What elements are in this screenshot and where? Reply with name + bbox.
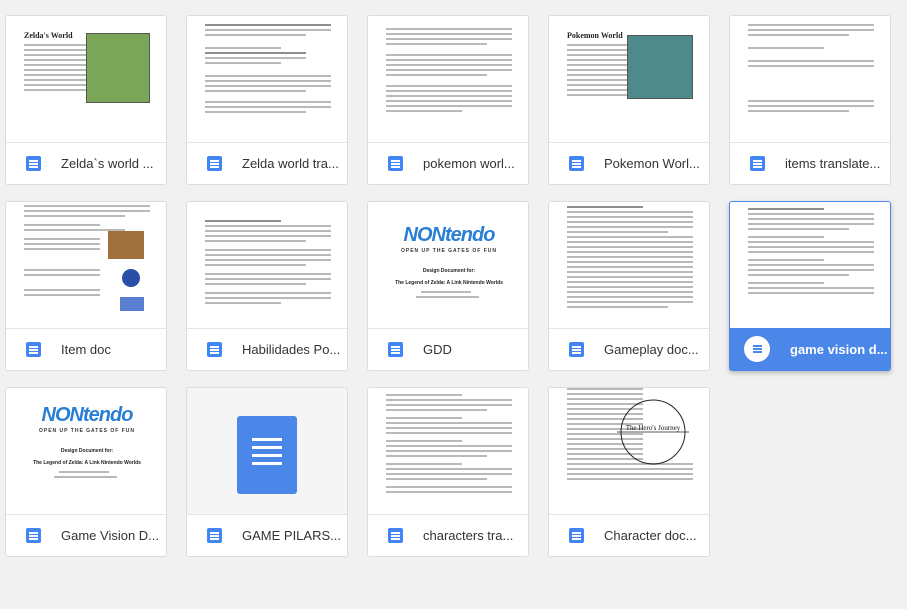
file-footer: Zelda world tra... xyxy=(187,142,347,184)
file-name: Game Vision D... xyxy=(61,528,160,543)
file-card-selected[interactable]: game vision d... xyxy=(729,201,891,371)
file-footer: Pokemon Worl... xyxy=(549,142,709,184)
thumb-title: Zelda's World xyxy=(24,31,73,40)
file-thumbnail xyxy=(730,16,890,144)
file-thumbnail xyxy=(368,388,528,516)
design-doc-title: The Legend of Zelda: A Link Nintendo Wor… xyxy=(395,280,503,286)
logo-slogan: OPEN UP THE GATES OF FUN xyxy=(400,248,498,254)
file-footer: Zelda`s world ... xyxy=(6,142,166,184)
file-footer: Game Vision D... xyxy=(6,514,166,556)
file-name: GDD xyxy=(423,342,452,357)
doc-icon xyxy=(207,156,222,171)
file-thumbnail xyxy=(187,16,347,144)
doc-icon xyxy=(388,342,403,357)
file-card[interactable]: Gameplay doc... xyxy=(548,201,710,371)
file-thumbnail: Pokemon World xyxy=(549,16,709,144)
file-footer: Character doc... xyxy=(549,514,709,556)
file-footer: Item doc xyxy=(6,328,166,370)
file-card[interactable]: Habilidades Po... xyxy=(186,201,348,371)
file-thumbnail: The Hero's Journey xyxy=(549,388,709,516)
map-image xyxy=(86,33,150,103)
file-name: Gameplay doc... xyxy=(604,342,699,357)
file-name: Zelda world tra... xyxy=(242,156,339,171)
doc-icon xyxy=(744,336,770,362)
file-thumbnail xyxy=(6,202,166,330)
thumb-title: Pokemon World xyxy=(567,31,623,40)
journey-title: The Hero's Journey xyxy=(626,424,681,432)
doc-icon xyxy=(26,342,41,357)
crossbow-image xyxy=(108,231,144,259)
doc-icon xyxy=(569,156,584,171)
design-doc-label: Design Document for: xyxy=(60,448,114,454)
file-card[interactable]: Zelda world tra... xyxy=(186,15,348,185)
nintendo-logo: NONtendo xyxy=(403,224,496,246)
file-thumbnail xyxy=(187,388,347,516)
design-doc-label: Design Document for: xyxy=(422,268,476,274)
file-card[interactable]: Zelda's World Zelda`s world ... xyxy=(5,15,167,185)
doc-icon xyxy=(388,156,403,171)
file-name: Habilidades Po... xyxy=(242,342,341,357)
file-footer: characters tra... xyxy=(368,514,528,556)
file-name: Zelda`s world ... xyxy=(61,156,154,171)
doc-icon xyxy=(750,156,765,171)
map-image xyxy=(627,35,693,99)
file-thumbnail xyxy=(549,202,709,330)
file-card[interactable]: Pokemon World Pokemon Worl... xyxy=(548,15,710,185)
hero-journey-diagram: The Hero's Journey xyxy=(617,399,689,465)
file-card[interactable]: characters tra... xyxy=(367,387,529,557)
file-name: Pokemon Worl... xyxy=(604,156,700,171)
doc-icon xyxy=(569,342,584,357)
file-card[interactable]: pokemon worl... xyxy=(367,15,529,185)
file-card[interactable]: NONtendo OPEN UP THE GATES OF FUN Design… xyxy=(367,201,529,371)
file-card[interactable]: The Hero's Journey Character doc... xyxy=(548,387,710,557)
bomb-image xyxy=(122,269,140,287)
file-name: Character doc... xyxy=(604,528,697,543)
doc-icon xyxy=(569,528,584,543)
doc-icon xyxy=(26,156,41,171)
design-doc-title: The Legend of Zelda: A Link Nintendo Wor… xyxy=(33,460,141,466)
doc-icon xyxy=(207,528,222,543)
item-image xyxy=(120,297,144,311)
file-card[interactable]: Item doc xyxy=(5,201,167,371)
file-thumbnail: Zelda's World xyxy=(6,16,166,144)
file-footer: pokemon worl... xyxy=(368,142,528,184)
file-thumbnail: NONtendo OPEN UP THE GATES OF FUN Design… xyxy=(6,388,166,516)
doc-icon xyxy=(26,528,41,543)
nintendo-logo: NONtendo xyxy=(41,404,134,426)
logo-slogan: OPEN UP THE GATES OF FUN xyxy=(38,428,136,434)
file-footer: Habilidades Po... xyxy=(187,328,347,370)
file-thumbnail xyxy=(368,16,528,144)
file-name: items translate... xyxy=(785,156,881,171)
file-footer: game vision d... xyxy=(730,328,890,370)
file-name: game vision d... xyxy=(790,341,888,357)
doc-icon xyxy=(388,528,403,543)
file-card[interactable]: GAME PILARS... xyxy=(186,387,348,557)
file-thumbnail: NONtendo OPEN UP THE GATES OF FUN Design… xyxy=(368,202,528,330)
file-footer: GDD xyxy=(368,328,528,370)
file-footer: GAME PILARS... xyxy=(187,514,347,556)
file-thumbnail xyxy=(187,202,347,330)
large-doc-icon xyxy=(237,416,297,494)
file-name: Item doc xyxy=(61,342,111,357)
file-card[interactable]: NONtendo OPEN UP THE GATES OF FUN Design… xyxy=(5,387,167,557)
file-footer: Gameplay doc... xyxy=(549,328,709,370)
doc-icon xyxy=(207,342,222,357)
file-name: GAME PILARS... xyxy=(242,528,341,543)
file-name: pokemon worl... xyxy=(423,156,515,171)
file-name: characters tra... xyxy=(423,528,514,543)
file-thumbnail xyxy=(730,202,890,330)
file-footer: items translate... xyxy=(730,142,890,184)
file-card[interactable]: items translate... xyxy=(729,15,891,185)
